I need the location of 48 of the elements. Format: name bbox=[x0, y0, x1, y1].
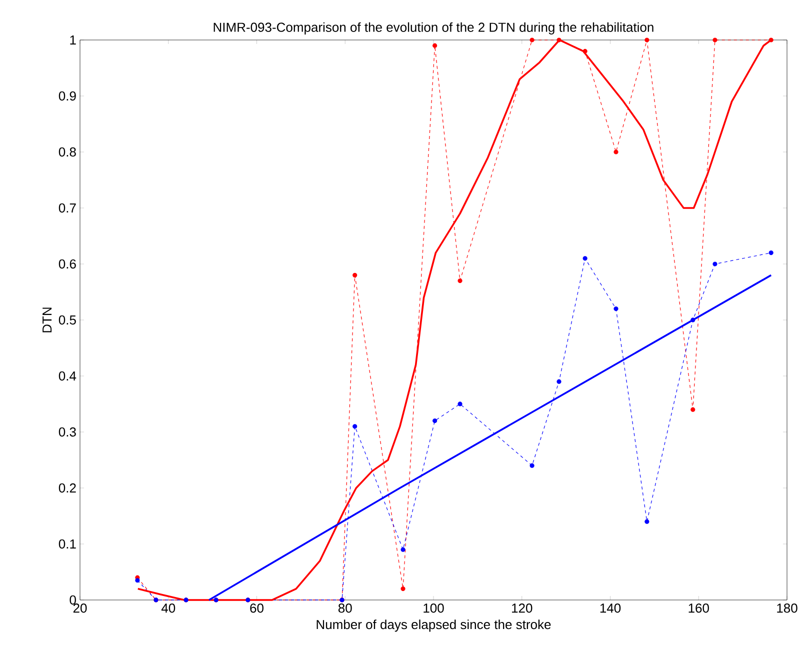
x-tick-label: 40 bbox=[161, 604, 176, 613]
point bbox=[530, 463, 534, 468]
point bbox=[712, 38, 718, 42]
point bbox=[556, 38, 562, 42]
point bbox=[768, 38, 774, 42]
x-tick-label: 120 bbox=[512, 604, 532, 613]
point bbox=[644, 519, 650, 524]
x-tick-label: 180 bbox=[777, 604, 798, 613]
point bbox=[582, 48, 588, 54]
point bbox=[530, 38, 534, 42]
point bbox=[556, 379, 562, 384]
x-tick-label: 20 bbox=[73, 604, 87, 613]
x-axis-title: Number of days elapsed since the stroke bbox=[316, 620, 551, 632]
x-tick-label: 60 bbox=[250, 604, 264, 613]
y-tick-label: 0.2 bbox=[58, 483, 76, 493]
point bbox=[712, 262, 718, 266]
point bbox=[644, 38, 650, 42]
x-tick-label: 80 bbox=[338, 604, 352, 613]
point bbox=[352, 272, 358, 278]
point bbox=[458, 278, 462, 284]
point bbox=[400, 586, 406, 592]
point bbox=[352, 424, 358, 429]
point bbox=[400, 547, 406, 552]
x-tick-label: 160 bbox=[688, 604, 709, 613]
y-tick-label: 0.9 bbox=[58, 91, 76, 101]
point bbox=[768, 250, 774, 256]
y-tick-label: 0.8 bbox=[58, 147, 76, 157]
x-tick-label: 140 bbox=[600, 604, 621, 613]
y-tick-label: 0 bbox=[70, 595, 76, 605]
point bbox=[458, 402, 462, 406]
point bbox=[432, 43, 438, 48]
y-tick-label: 0.3 bbox=[58, 427, 76, 437]
point bbox=[690, 407, 696, 412]
y-tick-label: 0.5 bbox=[58, 315, 76, 325]
point bbox=[432, 418, 438, 424]
point bbox=[614, 306, 618, 312]
y-tick-label: 0.7 bbox=[58, 203, 76, 213]
point bbox=[135, 578, 140, 583]
y-axis-title: DTN bbox=[42, 308, 52, 332]
chart-title: NIMR-093-Comparison of the evolution of the 2 DTN during the rehabilitation bbox=[214, 22, 654, 34]
point bbox=[614, 150, 618, 154]
point bbox=[690, 318, 696, 322]
y-tick-label: 0.4 bbox=[58, 371, 76, 381]
y-tick-label: 0.6 bbox=[58, 259, 76, 269]
x-tick-label: 100 bbox=[424, 604, 444, 613]
point bbox=[582, 256, 588, 261]
y-tick-label: 0.1 bbox=[58, 539, 76, 549]
y-tick-label: 1 bbox=[70, 36, 76, 44]
